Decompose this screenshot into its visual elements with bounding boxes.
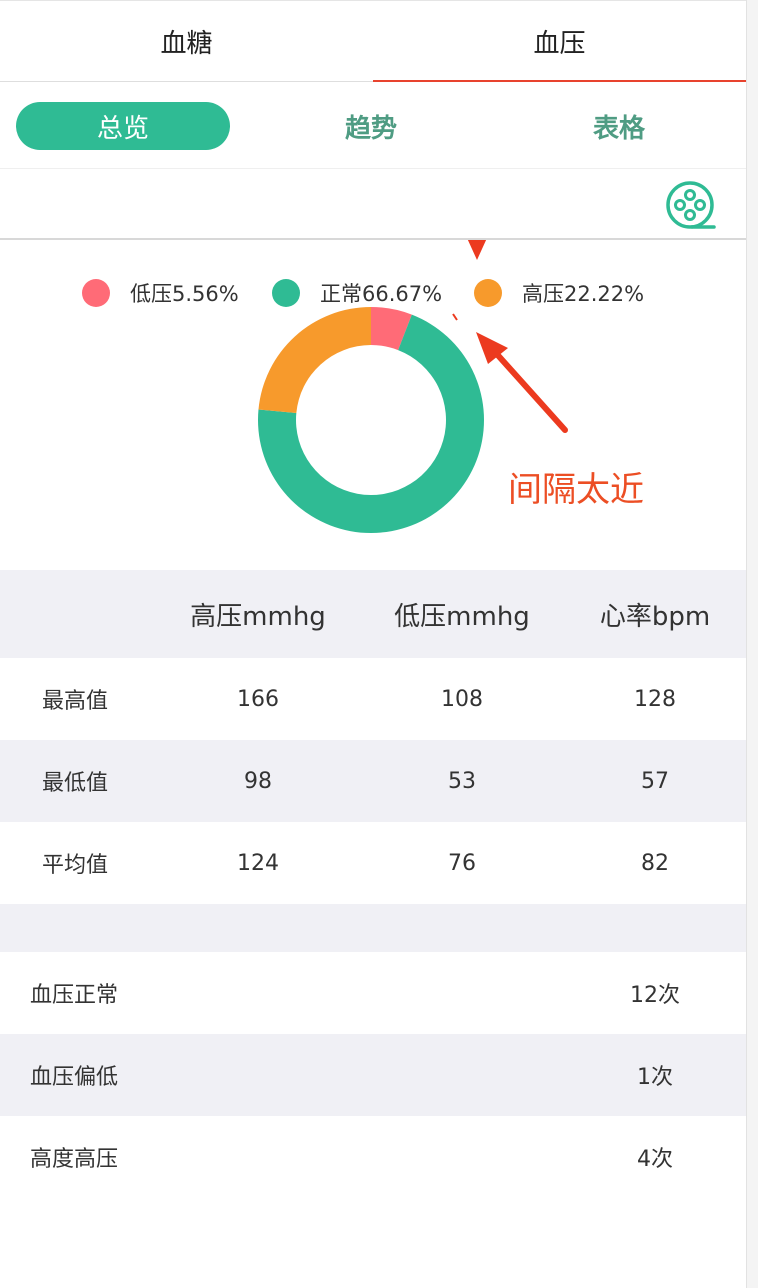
value-heart-rate: 128 — [634, 686, 676, 712]
value-diastolic: 108 — [441, 686, 483, 712]
row-label: 平均值 — [41, 853, 108, 878]
legend-item-normal[interactable]: 正常66.67% — [272, 278, 442, 308]
top-divider — [0, 0, 746, 1]
header-diastolic: 低压mmhg — [394, 601, 530, 632]
header-cell-empty — [0, 570, 150, 658]
toolbar — [0, 169, 746, 240]
row-label: 最高值 — [41, 689, 108, 714]
gap-marker — [452, 313, 458, 321]
donut-chart — [258, 307, 485, 533]
slice-low[interactable] — [371, 307, 412, 351]
sub-tabs: 总览 趋势 表格 — [0, 82, 746, 169]
count-value: 1次 — [637, 1065, 673, 1090]
stats-table-header: 高压mmhg 低压mmhg 心率bpm — [0, 570, 746, 658]
value-systolic: 166 — [237, 686, 279, 712]
legend-item-low[interactable]: 低压5.56% — [82, 278, 239, 308]
table-row-max: 最高值 166 108 128 — [0, 658, 746, 740]
legend-dot-normal — [272, 279, 300, 307]
slice-high[interactable] — [258, 307, 371, 414]
header-systolic: 高压mmhg — [190, 601, 326, 632]
arrow-down-head — [467, 240, 487, 260]
arrow-diagonal-head — [476, 332, 508, 364]
annotation-text: 间隔太近 — [508, 470, 644, 510]
count-row-high: 高度高压 4次 — [0, 1116, 746, 1198]
legend-item-high[interactable]: 高压22.22% — [474, 278, 644, 308]
scrollbar-track[interactable] — [746, 0, 758, 1288]
arrow-diagonal-shaft — [492, 349, 568, 433]
value-diastolic: 76 — [448, 850, 476, 876]
legend-label-high: 高压22.22% — [522, 282, 645, 306]
table-row-avg: 平均值 124 76 82 — [0, 822, 746, 904]
subtab-table[interactable]: 表格 — [592, 113, 645, 144]
count-label: 高度高压 — [30, 1147, 119, 1172]
value-heart-rate: 57 — [641, 768, 669, 794]
chart-area: 低压5.56% 正常66.67% 高压22.22% 间隔太近 — [0, 240, 746, 570]
film-reel-icon[interactable] — [664, 178, 718, 232]
row-label: 最低值 — [41, 771, 108, 796]
count-label: 血压偏低 — [30, 1065, 119, 1090]
value-heart-rate: 82 — [641, 850, 669, 876]
count-row-normal: 血压正常 12次 — [0, 952, 746, 1034]
tab-blood-sugar[interactable]: 血糖 — [160, 28, 213, 59]
value-systolic: 124 — [237, 850, 279, 876]
value-systolic: 98 — [244, 768, 272, 794]
subtab-trend[interactable]: 趋势 — [344, 113, 397, 144]
main-tabs: 血糖 血压 — [0, 1, 746, 82]
section-separator — [0, 904, 746, 952]
legend-dot-low — [82, 279, 110, 307]
count-row-low: 血压偏低 1次 — [0, 1034, 746, 1116]
slice-normal[interactable] — [258, 314, 485, 533]
subtab-overview[interactable]: 总览 — [16, 102, 230, 150]
value-diastolic: 53 — [448, 768, 476, 794]
count-label: 血压正常 — [30, 983, 119, 1008]
count-value: 12次 — [630, 983, 680, 1008]
legend-label-normal: 正常66.67% — [320, 282, 443, 306]
count-value: 4次 — [637, 1147, 673, 1172]
tab-blood-pressure[interactable]: 血压 — [373, 1, 746, 82]
header-heart-rate: 心率bpm — [599, 601, 711, 632]
annotation-arrows — [452, 240, 568, 433]
table-row-min: 最低值 98 53 57 — [0, 740, 746, 822]
legend-label-low: 低压5.56% — [130, 282, 239, 306]
legend-dot-high — [474, 279, 502, 307]
